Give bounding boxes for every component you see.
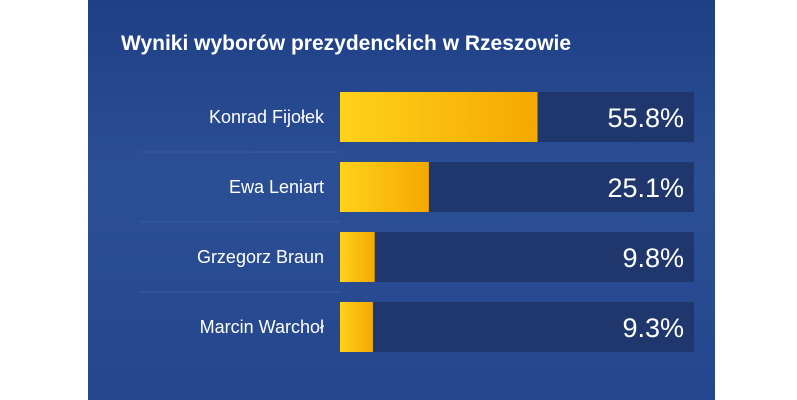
value-label: 9.3% [622,313,684,343]
bar [340,162,429,212]
bar [340,232,375,282]
value-label: 55.8% [607,103,684,133]
bar-track [340,232,694,282]
bar-chart: Konrad Fijołek 55.8% Ewa Leniart 25.1% Grzeg… [140,92,694,352]
category-label: Konrad Fijołek [209,107,325,127]
bar [340,92,538,142]
bar [340,302,373,352]
value-label: 25.1% [607,173,684,203]
category-label: Grzegorz Braun [197,247,324,267]
value-label: 9.8% [622,243,684,273]
chart-panel: Wyniki wyborów prezydenckich w Rzeszowie… [88,0,715,400]
bar-track [340,302,694,352]
chart-title: Wyniki wyborów prezydenckich w Rzeszowie [121,32,572,55]
category-label: Ewa Leniart [229,177,324,197]
category-label: Marcin Warchoł [200,317,324,337]
